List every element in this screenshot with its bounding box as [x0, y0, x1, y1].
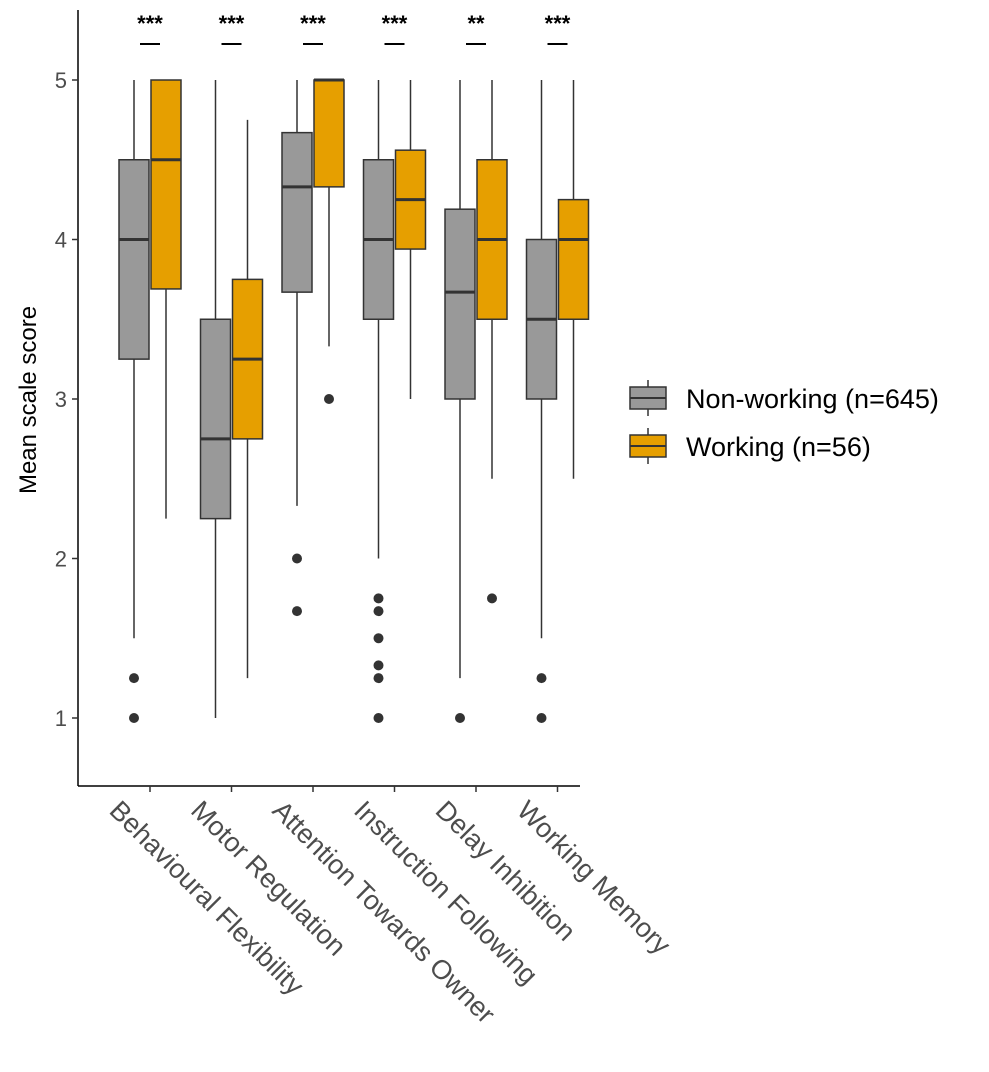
box-working	[150, 79, 182, 519]
outlier-point	[129, 673, 139, 684]
outlier-point	[536, 673, 547, 684]
significance-label: ***	[545, 11, 571, 36]
y-tick-label: 4	[55, 228, 67, 253]
y-axis: 1 2 3 4 5	[55, 10, 79, 786]
outlier-point	[324, 394, 334, 404]
significance-label: ***	[300, 11, 326, 36]
outlier-point	[129, 713, 139, 723]
x-tick-label: Delay Inhibition	[430, 795, 582, 947]
y-tick-label: 3	[55, 387, 67, 412]
outlier-point	[373, 593, 384, 604]
legend: Non-working (n=645) Working (n=56)	[629, 380, 939, 464]
x-tick-label: Motor Regulation	[185, 795, 352, 962]
outlier-point	[536, 713, 547, 723]
box-non-working	[525, 80, 558, 723]
box-body	[118, 159, 150, 360]
outlier-point	[487, 593, 497, 604]
box-non-working	[199, 80, 232, 718]
legend-label: Working (n=56)	[686, 432, 871, 462]
outlier-point	[292, 553, 302, 564]
box-non-working	[444, 80, 476, 723]
y-tick-label: 2	[55, 547, 67, 572]
box-body	[199, 318, 232, 520]
legend-label: Non-working (n=645)	[686, 384, 939, 414]
outlier-point	[373, 633, 384, 644]
outlier-point	[292, 606, 302, 617]
box-non-working	[281, 80, 313, 617]
legend-item-working: Working (n=56)	[629, 428, 871, 464]
box-body	[313, 79, 345, 188]
outlier-point	[373, 660, 384, 671]
box-working	[394, 80, 427, 399]
outlier-point	[373, 713, 384, 723]
significance-label: ***	[137, 11, 163, 36]
box-working	[557, 80, 590, 479]
significance-label: ***	[219, 11, 245, 36]
box-working	[231, 119, 264, 679]
outlier-point	[455, 713, 465, 723]
y-tick-label: 5	[55, 68, 67, 93]
legend-item-non-working: Non-working (n=645)	[629, 380, 939, 416]
box-working	[476, 80, 508, 604]
plot-area: *** *** *** *** ** ***	[118, 11, 590, 723]
box-working	[313, 78, 345, 404]
box-non-working	[118, 80, 150, 723]
significance-label: ***	[382, 11, 408, 36]
outlier-point	[373, 606, 384, 617]
box-body	[281, 131, 313, 293]
box-non-working	[362, 80, 395, 723]
box-body	[444, 208, 476, 400]
box-body	[557, 198, 590, 320]
y-axis-title: Mean scale score	[15, 306, 42, 494]
y-tick-label: 1	[55, 706, 67, 731]
x-tick-label: Working Memory	[511, 795, 676, 960]
outlier-point	[373, 673, 384, 684]
box-body	[150, 79, 182, 290]
significance-label: **	[467, 11, 485, 36]
